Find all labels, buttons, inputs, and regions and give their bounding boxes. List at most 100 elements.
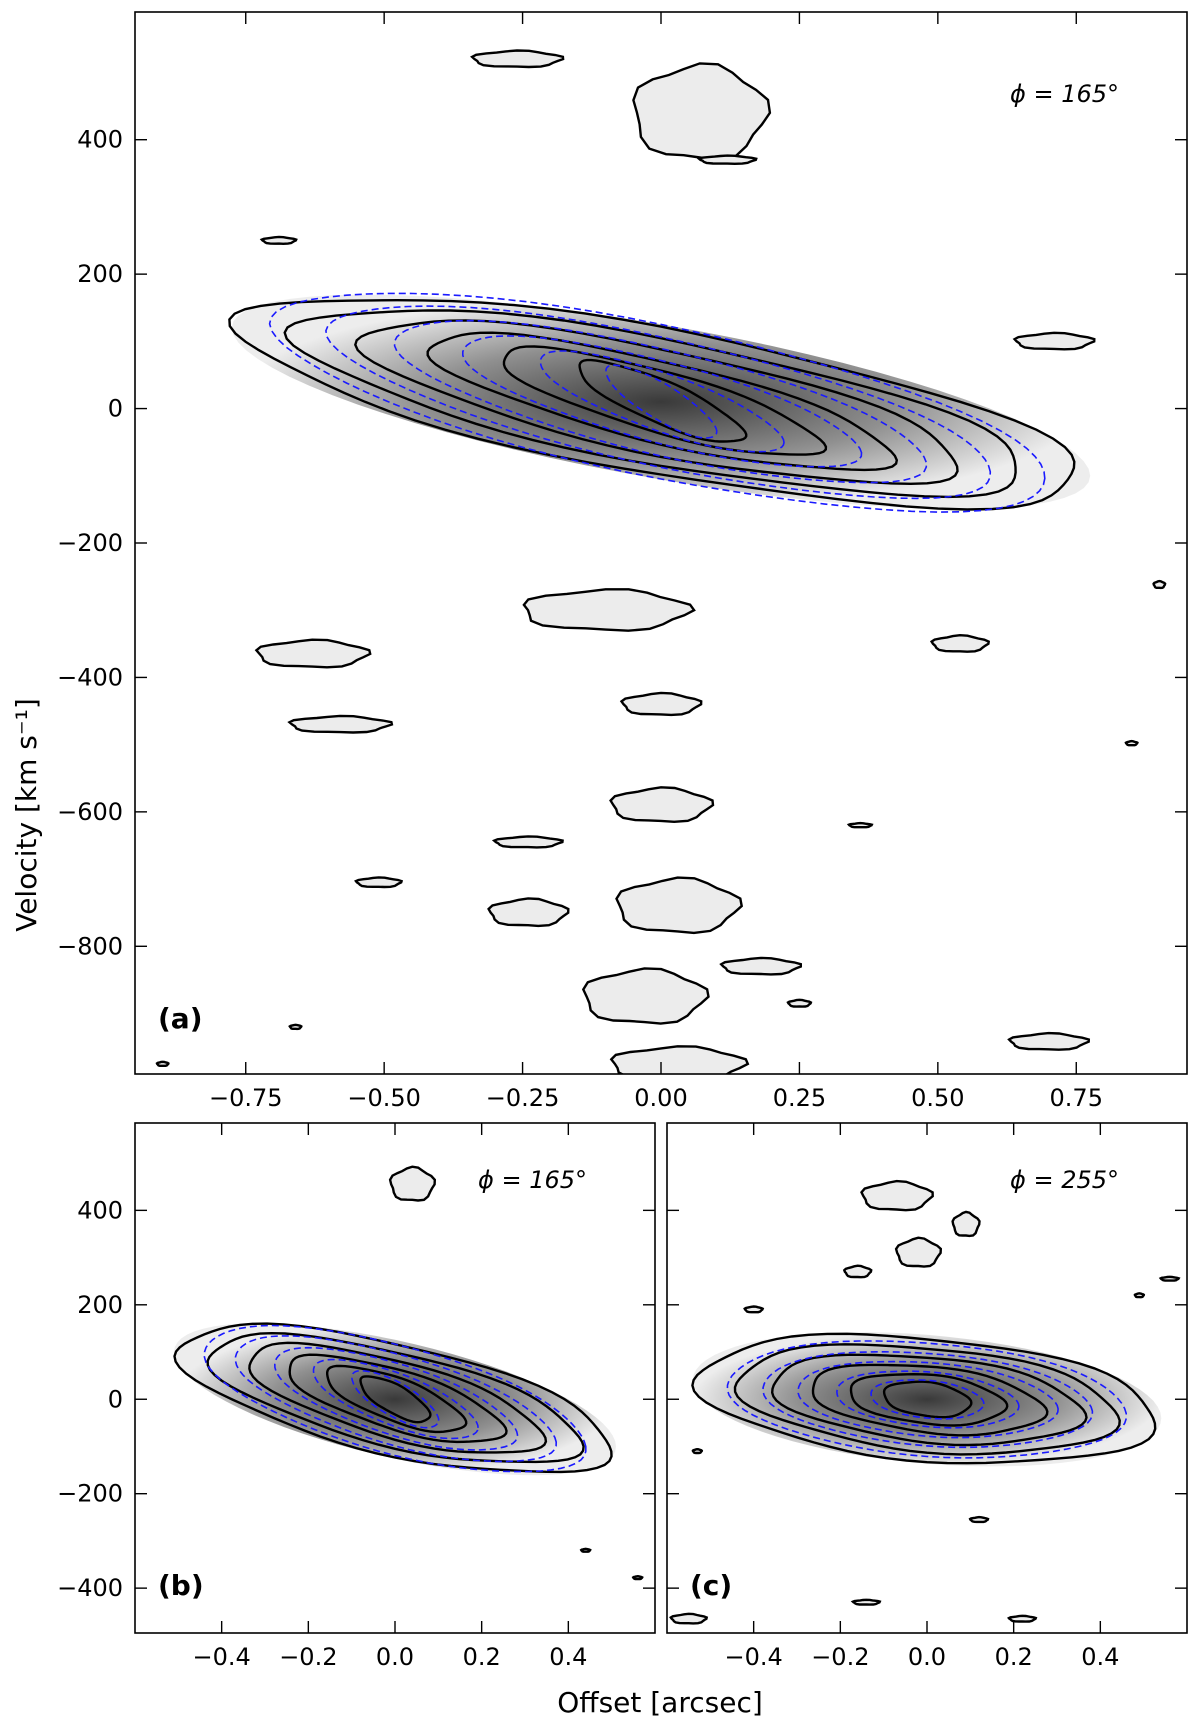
emission-blob-fill xyxy=(721,957,801,975)
emission-blob-contour xyxy=(786,998,813,1008)
x-tick-label: −0.2 xyxy=(811,1643,869,1671)
emission-blob-contour xyxy=(579,1547,592,1553)
emission-blob-fill xyxy=(390,1166,435,1201)
y-tick-label: −200 xyxy=(57,529,123,557)
x-tick-label: 0.2 xyxy=(995,1643,1033,1671)
x-tick-label: 0.00 xyxy=(634,1084,687,1112)
emission-blob-fill xyxy=(1014,332,1095,350)
emission-blob-fill xyxy=(896,1237,941,1267)
panel-b: −0.4 −0.2 0.0 0.2 0.4 400 200 0 −200 −400 ϕ = 165… xyxy=(57,1122,656,1671)
emission-blob-contour xyxy=(696,154,758,166)
y-tick-label: −400 xyxy=(57,1574,123,1602)
emission-blob-contour xyxy=(491,835,564,849)
model-contour-level-2 xyxy=(325,305,992,500)
x-tick-label: 0.4 xyxy=(1081,1643,1119,1671)
panel-b-ticks: −0.4 −0.2 0.0 0.2 0.4 400 200 0 −200 −400 xyxy=(57,1123,655,1671)
model-contour-level-1 xyxy=(203,1324,587,1473)
emission-blob-contour xyxy=(254,638,372,669)
data-contour-level-5 xyxy=(849,1372,1009,1427)
emission-blob-contour xyxy=(487,897,570,928)
x-tick-label: 0.50 xyxy=(911,1084,964,1112)
panel-a: −0.75 −0.50 −0.25 0.00 0.25 0.50 0.75 400 200 0 −2… xyxy=(57,11,1188,1112)
x-tick-label: 0.25 xyxy=(773,1084,826,1112)
emission-blob-contour xyxy=(609,786,715,824)
y-tick-label: −800 xyxy=(57,932,123,960)
panel-c-phi-label: ϕ = 255° xyxy=(1010,1166,1119,1194)
data-contour-level-4 xyxy=(811,1363,1049,1437)
emission-blob-contour xyxy=(846,821,874,829)
x-tick-label: −0.50 xyxy=(347,1084,421,1112)
model-contour-level-2 xyxy=(234,1335,558,1463)
emission-blob-fill xyxy=(621,692,702,715)
emission-blob-contour xyxy=(691,1447,704,1455)
data-contour-level-3 xyxy=(770,1353,1088,1447)
y-tick-label: 400 xyxy=(77,1196,123,1224)
emission-blob-fill xyxy=(861,1181,933,1211)
panel-b-phi-label: ϕ = 165° xyxy=(478,1166,587,1194)
emission-blob-contour xyxy=(615,876,744,935)
data-contour-level-4 xyxy=(426,331,899,472)
emission-blob-contour xyxy=(951,1210,981,1238)
emission-blob-fill xyxy=(610,787,713,822)
x-tick-label: −0.4 xyxy=(725,1643,783,1671)
x-axis-label: Offset [arcsec] xyxy=(557,1686,763,1719)
emission-blob-fill xyxy=(931,635,989,652)
emission-blob-contour xyxy=(609,1045,750,1074)
emission-blob-contour xyxy=(1158,1275,1181,1282)
emission-blob-fill xyxy=(472,50,564,67)
x-tick-label: −0.75 xyxy=(209,1084,283,1112)
model-contour-level-3 xyxy=(273,1346,519,1451)
panel-c-ticks: −0.4 −0.2 0.0 0.2 0.4 xyxy=(667,1123,1187,1671)
x-tick-label: −0.25 xyxy=(486,1084,560,1112)
emission-blob-fill xyxy=(611,1046,748,1074)
emission-blob-contour xyxy=(354,876,404,889)
model-contour-level-4 xyxy=(836,1370,1020,1429)
emission-blob-fill xyxy=(289,715,392,733)
emission-blob-contour xyxy=(155,1060,170,1067)
x-tick-label: −0.2 xyxy=(279,1643,337,1671)
model-contour-level-4 xyxy=(312,1358,479,1440)
data-contour-level-1 xyxy=(691,1332,1157,1465)
panel-a-phi-label: ϕ = 165° xyxy=(1010,80,1119,108)
data-contour-level-2 xyxy=(733,1343,1121,1456)
data-contour-level-6 xyxy=(578,358,748,443)
emission-blob-contour xyxy=(929,633,991,653)
data-contour-level-3 xyxy=(354,319,959,486)
data-contour-level-2 xyxy=(283,309,1017,499)
emission-blob-contour xyxy=(743,1305,765,1314)
emission-blob-contour xyxy=(842,1264,873,1279)
panel-c-letter: (c) xyxy=(690,1569,732,1602)
x-tick-label: 0.2 xyxy=(463,1643,501,1671)
y-tick-label: 0 xyxy=(108,395,123,423)
x-tick-label: 0.4 xyxy=(549,1643,587,1671)
x-tick-label: 0.75 xyxy=(1050,1084,1103,1112)
emission-blob-contour xyxy=(581,967,710,1025)
model-contour-level-3 xyxy=(393,319,928,484)
emission-blob-fill xyxy=(494,836,563,848)
emission-blob-contour xyxy=(631,1574,644,1581)
main-emission-greyscale-b xyxy=(174,1323,616,1476)
emission-blob-fill xyxy=(523,589,695,631)
data-contour-level-4 xyxy=(288,1353,508,1444)
data-contour-level-6 xyxy=(359,1375,432,1424)
emission-blob-contour xyxy=(894,1236,943,1268)
emission-blob-contour xyxy=(1006,1614,1038,1623)
emission-blob-contour xyxy=(388,1165,437,1202)
model-contour-level-4 xyxy=(462,335,863,468)
emission-blob-fill xyxy=(488,898,569,926)
x-tick-label: 0.0 xyxy=(908,1643,946,1671)
emission-blob-contour xyxy=(669,1612,709,1625)
model-contour-level-1 xyxy=(268,292,1046,513)
y-tick-label: 200 xyxy=(77,260,123,288)
emission-blob-contour xyxy=(1133,1292,1146,1299)
emission-blob-contour xyxy=(719,956,802,976)
emission-blob-contour xyxy=(850,1598,882,1606)
emission-blob-contour xyxy=(1124,739,1139,747)
emission-blob-contour xyxy=(288,1023,303,1031)
model-contour-level-6 xyxy=(605,364,718,439)
panel-c-plot-area xyxy=(669,1179,1181,1625)
emission-blob-contour xyxy=(1012,331,1096,351)
emission-blob-fill xyxy=(952,1211,980,1236)
emission-blob-fill xyxy=(583,968,709,1024)
